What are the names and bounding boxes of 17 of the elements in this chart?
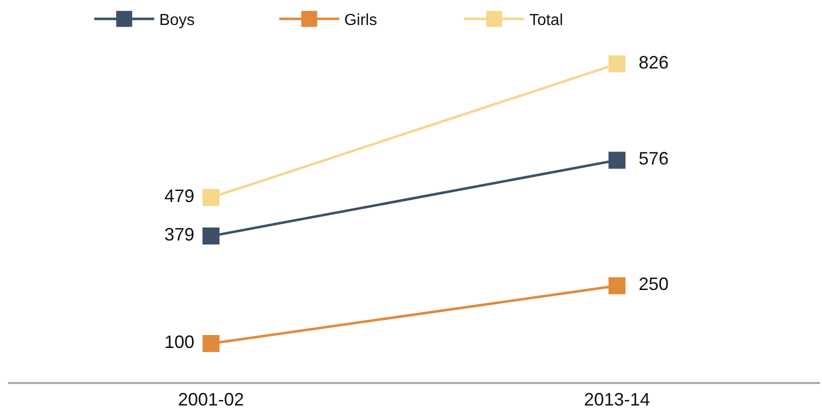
point [608, 55, 626, 72]
point [608, 277, 626, 294]
legend-label: Total [529, 12, 563, 30]
point [202, 228, 220, 245]
point [608, 152, 626, 169]
data-label: 250 [628, 274, 669, 294]
data-label: 826 [628, 52, 669, 72]
x-tick-label: 2001-02 [178, 390, 244, 410]
point [202, 189, 220, 206]
legend-label: Boys [159, 12, 195, 30]
data-label: 576 [628, 148, 669, 169]
data-label: 379 [149, 224, 200, 245]
data-label: 479 [149, 186, 200, 206]
point [202, 334, 220, 352]
data-label: 100 [149, 332, 200, 352]
legend-label: Girls [344, 12, 378, 30]
x-tick-label: 2013-14 [584, 390, 650, 410]
